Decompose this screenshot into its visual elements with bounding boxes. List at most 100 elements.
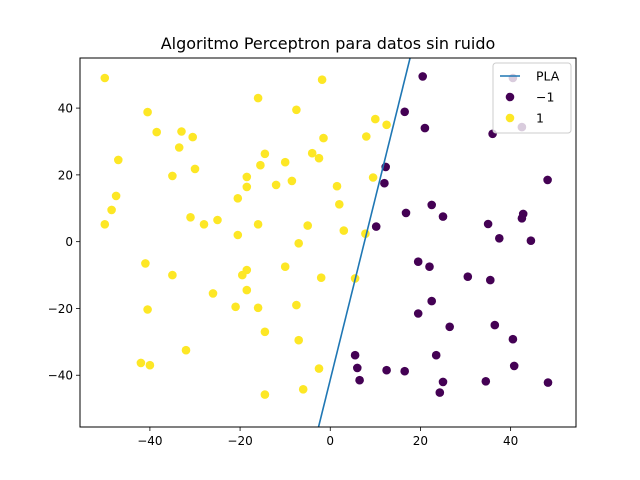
point-series0-14 bbox=[517, 214, 527, 223]
point-series1-0 bbox=[100, 73, 110, 83]
point-series1-30 bbox=[107, 205, 116, 215]
point-series1-1 bbox=[317, 75, 327, 84]
point-series1-23 bbox=[287, 176, 297, 186]
point-series1-20 bbox=[168, 171, 177, 181]
point-series0-7 bbox=[380, 178, 389, 188]
point-series1-48 bbox=[208, 289, 218, 298]
legend-marker-0 bbox=[505, 92, 515, 102]
point-series1-24 bbox=[271, 180, 281, 190]
point-series1-22 bbox=[368, 173, 378, 182]
point-series1-9 bbox=[382, 120, 391, 130]
y-axis: −40 −20 0 20 40 bbox=[48, 102, 80, 383]
point-series0-2 bbox=[420, 123, 430, 133]
point-series0-29 bbox=[353, 363, 362, 373]
chart-title: Algoritmo Perceptron para datos sin ruid… bbox=[161, 34, 496, 53]
point-series1-12 bbox=[174, 143, 184, 152]
point-series1-5 bbox=[371, 114, 380, 124]
point-series1-31 bbox=[186, 213, 195, 222]
x-tick-label: 0 bbox=[326, 434, 334, 448]
point-series1-33 bbox=[199, 220, 209, 229]
point-series1-29 bbox=[335, 200, 344, 209]
point-series0-23 bbox=[413, 309, 423, 318]
legend-marker-1 bbox=[505, 113, 515, 123]
point-series0-28 bbox=[431, 350, 441, 360]
point-series0-32 bbox=[509, 361, 519, 371]
point-series0-8 bbox=[543, 175, 552, 185]
point-series1-27 bbox=[111, 191, 121, 201]
point-series0-12 bbox=[483, 219, 493, 229]
point-series1-35 bbox=[253, 220, 263, 229]
point-series0-25 bbox=[490, 320, 500, 330]
point-series0-30 bbox=[382, 365, 391, 375]
point-series1-36 bbox=[303, 221, 313, 230]
point-series1-45 bbox=[238, 270, 247, 280]
point-series1-39 bbox=[233, 230, 243, 240]
point-series1-11 bbox=[362, 132, 371, 141]
point-series0-34 bbox=[438, 377, 448, 387]
point-series0-10 bbox=[401, 208, 411, 218]
y-tick-label: 40 bbox=[58, 102, 73, 116]
y-tick-label: −20 bbox=[48, 302, 73, 316]
point-series1-17 bbox=[280, 157, 290, 167]
point-series1-15 bbox=[314, 153, 324, 163]
point-series1-41 bbox=[141, 259, 150, 268]
point-series0-33 bbox=[355, 375, 364, 385]
point-series1-34 bbox=[100, 220, 110, 229]
point-series1-28 bbox=[233, 194, 243, 203]
point-series0-15 bbox=[371, 222, 381, 231]
decision-boundary bbox=[317, 58, 411, 427]
legend-label-0: −1 bbox=[536, 90, 554, 105]
point-series0-37 bbox=[435, 388, 445, 397]
x-tick-label: −20 bbox=[227, 434, 252, 448]
point-series1-56 bbox=[181, 345, 191, 355]
point-series1-42 bbox=[280, 262, 290, 272]
point-series1-19 bbox=[190, 164, 200, 174]
point-series1-46 bbox=[316, 273, 326, 283]
legend: PLA −1 1 bbox=[492, 62, 572, 134]
point-series1-40 bbox=[294, 239, 304, 248]
point-series0-20 bbox=[463, 272, 473, 282]
y-tick-label: 0 bbox=[65, 235, 73, 249]
legend-label-line: PLA bbox=[536, 69, 560, 84]
point-series0-21 bbox=[486, 275, 495, 285]
point-series0-0 bbox=[418, 72, 428, 81]
point-series1-6 bbox=[152, 127, 161, 137]
point-series1-18 bbox=[256, 160, 265, 170]
point-series1-49 bbox=[242, 285, 252, 295]
point-series1-3 bbox=[292, 105, 301, 115]
point-series1-14 bbox=[260, 149, 270, 159]
y-tick-label: 20 bbox=[58, 168, 73, 182]
point-series1-44 bbox=[168, 270, 177, 280]
point-series0-35 bbox=[481, 377, 491, 386]
point-series1-21 bbox=[242, 172, 252, 182]
point-series1-59 bbox=[314, 364, 324, 373]
plot-frame bbox=[79, 57, 577, 428]
point-series0-31 bbox=[400, 366, 410, 376]
point-series0-27 bbox=[350, 350, 360, 360]
point-series1-55 bbox=[294, 335, 304, 345]
point-series0-26 bbox=[508, 334, 518, 344]
point-series0-19 bbox=[425, 262, 434, 272]
point-series1-7 bbox=[177, 127, 186, 136]
x-axis: −40 −20 0 20 40 bbox=[137, 427, 518, 448]
point-series0-11 bbox=[438, 212, 448, 221]
point-series1-4 bbox=[143, 107, 152, 117]
point-series1-51 bbox=[253, 303, 263, 313]
point-series0-22 bbox=[427, 296, 437, 306]
point-series0-1 bbox=[400, 107, 410, 117]
point-series0-18 bbox=[413, 257, 423, 267]
point-series1-53 bbox=[143, 305, 152, 314]
point-series1-32 bbox=[213, 215, 222, 225]
point-series1-2 bbox=[253, 93, 263, 103]
point-series1-52 bbox=[292, 300, 301, 310]
point-series1-54 bbox=[260, 327, 270, 337]
pla-line bbox=[317, 58, 411, 427]
point-series1-50 bbox=[231, 302, 240, 312]
point-series0-36 bbox=[543, 378, 553, 387]
point-series1-8 bbox=[188, 132, 197, 142]
point-series1-16 bbox=[114, 155, 123, 165]
point-series1-58 bbox=[145, 360, 155, 370]
point-series1-61 bbox=[260, 390, 270, 399]
point-series1-13 bbox=[307, 148, 317, 158]
